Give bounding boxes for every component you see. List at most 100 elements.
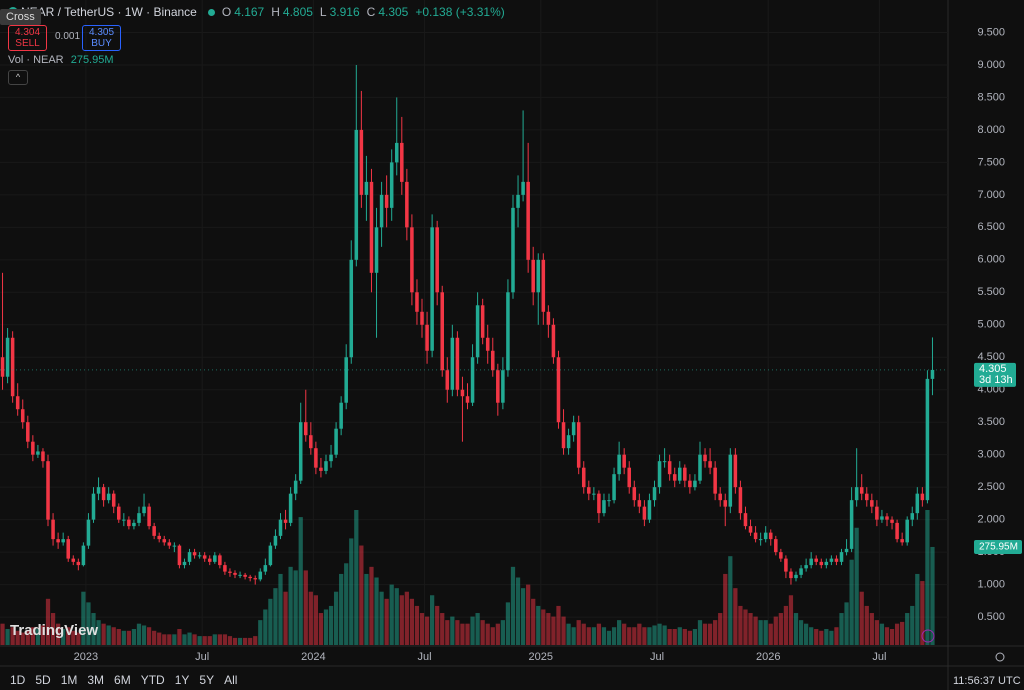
volume-bar [798, 620, 804, 645]
candle-body [309, 435, 313, 449]
volume-bar [40, 625, 46, 645]
volume-bar [692, 629, 698, 645]
candle-body [20, 409, 25, 423]
candle-body [900, 539, 904, 543]
ohlc-letter: L [319, 5, 327, 19]
volume-bar [809, 627, 814, 645]
volume-bar [242, 637, 248, 645]
volume-bar [642, 627, 647, 645]
volume-bar [131, 629, 137, 645]
volume-bar [111, 627, 116, 645]
sell-price: 4.304 [15, 27, 41, 38]
volume-bar [293, 570, 298, 645]
candle-body [5, 337, 10, 377]
candle-body [207, 558, 212, 562]
candle-body [920, 493, 925, 501]
volume-bar [793, 613, 799, 645]
ohlc-letter: C [366, 5, 376, 19]
clock: 11:56:37 UTC [953, 675, 1021, 687]
volume-bar [354, 510, 359, 645]
volume-bar [419, 613, 425, 645]
volume-bar [157, 632, 162, 645]
volume-bar [440, 613, 445, 645]
candle-body [283, 519, 288, 523]
x-tick-label: Jul [418, 651, 432, 663]
candle-body [228, 571, 232, 573]
timeframe-button[interactable]: 3M [87, 673, 105, 687]
timeframe-button[interactable]: 1Y [174, 673, 190, 687]
volume-bar [61, 629, 66, 645]
volume-bar [288, 566, 293, 645]
candle-body [268, 545, 273, 566]
candle-body [804, 565, 808, 569]
volume-bar [217, 634, 222, 645]
volume-bar [485, 623, 490, 645]
candle-body [723, 500, 728, 507]
volume-bar [298, 517, 303, 645]
candle-body [703, 454, 707, 462]
buy-button[interactable]: 4.305 BUY [82, 25, 122, 51]
volume-bar [515, 577, 521, 645]
volume-bar [399, 595, 404, 645]
volume-bar [859, 591, 864, 645]
sell-button[interactable]: 4.304 SELL [8, 25, 48, 51]
volume-bar [303, 570, 308, 645]
candle-body [526, 181, 530, 260]
timeframe-button[interactable]: YTD [140, 673, 165, 687]
candle-body [910, 513, 915, 520]
volume-bar [268, 598, 273, 645]
candle-body [369, 181, 374, 273]
volume-bar [829, 630, 834, 645]
volume-bar [333, 591, 339, 645]
volume-bar [475, 613, 480, 645]
volume-bar [490, 627, 495, 645]
volume-bar [566, 623, 571, 645]
timeframe-button[interactable]: 1D [10, 673, 26, 687]
candle-body [223, 565, 227, 572]
volume-bar [212, 634, 217, 645]
volume-bar [162, 634, 167, 645]
candle-body [587, 487, 591, 494]
timeframe-bar: 1D 5D 1M 3M 6M YTD 1Y 5Y All [10, 673, 237, 687]
change: +0.138 (+3.31%) [415, 5, 505, 19]
volume-bar [657, 623, 662, 645]
volume-bar [884, 627, 890, 645]
timeframe-button[interactable]: 6M [114, 673, 131, 687]
volume-bar [571, 627, 576, 645]
volume-bar [596, 623, 602, 645]
volume-bar [505, 602, 511, 645]
volume-bar [879, 623, 885, 645]
volume-bar [677, 627, 682, 645]
volume-bar [915, 573, 920, 645]
timeframe-button[interactable]: All [224, 673, 238, 687]
timeframe-button[interactable]: 5D [35, 673, 51, 687]
volume-bar [844, 602, 849, 645]
volume-bar [20, 632, 25, 645]
volume-bar [126, 630, 132, 645]
candle-body [748, 526, 753, 533]
candle-body [197, 555, 202, 557]
volume-bar [197, 636, 202, 645]
collapse-button[interactable]: ^ [8, 70, 28, 85]
candle-body [859, 487, 864, 494]
candle-body [485, 337, 490, 351]
candle-body [101, 487, 106, 501]
volume-bar [455, 620, 460, 645]
volume-bar [662, 625, 667, 645]
candle-body [743, 513, 748, 527]
y-tick-label: 7.000 [977, 189, 1005, 201]
timeframe-button[interactable]: 5Y [199, 673, 215, 687]
volume-bar [45, 598, 51, 645]
volume-bar [622, 623, 627, 645]
candle-body [46, 461, 50, 520]
volume-bar [591, 627, 596, 645]
volume-bar [773, 616, 778, 645]
candle-body [844, 548, 849, 553]
volume-bar [803, 623, 809, 645]
y-tick-label: 2.500 [977, 481, 1005, 493]
candle-body [789, 571, 793, 579]
timeframe-button[interactable]: 1M [60, 673, 78, 687]
volume-bar [900, 621, 905, 645]
volume-bar [25, 630, 30, 645]
